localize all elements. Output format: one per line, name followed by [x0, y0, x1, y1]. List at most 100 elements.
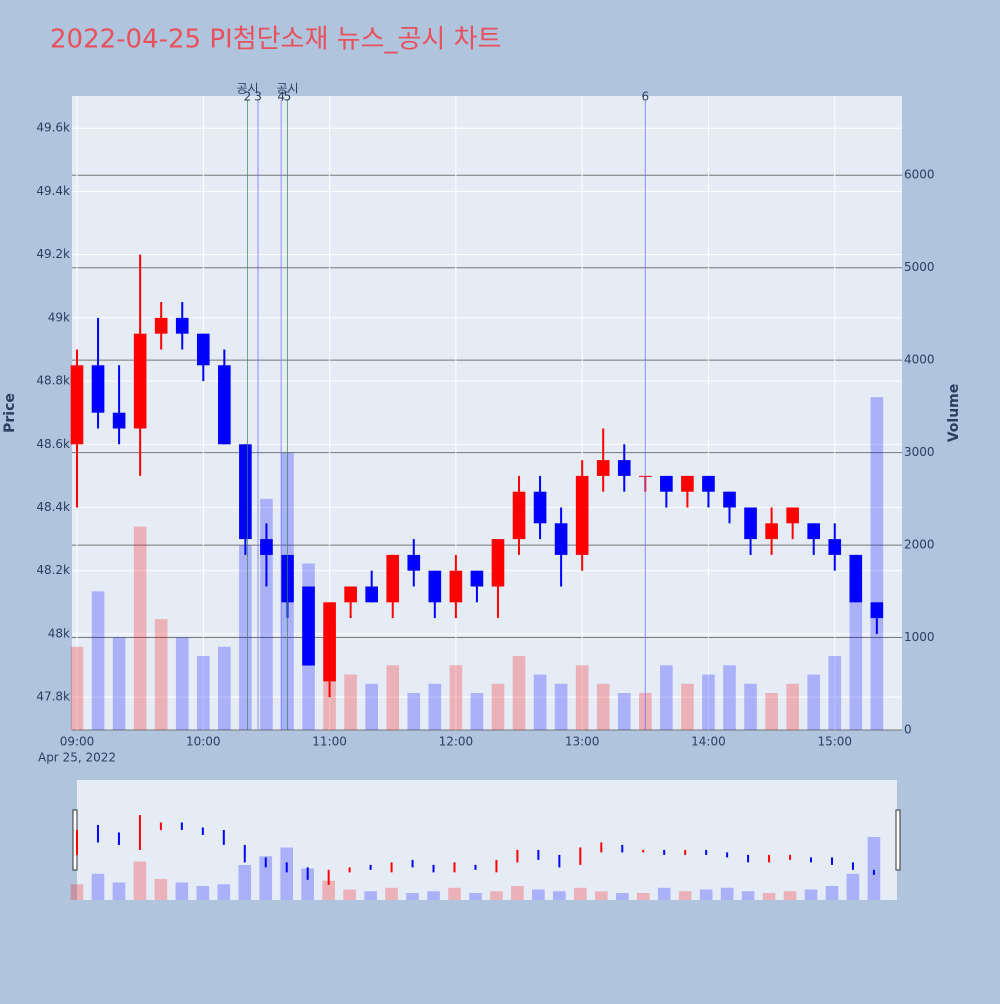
volume-bar [428, 683, 442, 730]
slider-volume-bar [175, 882, 189, 900]
volume-bar [218, 646, 231, 730]
slider-volume-bar [427, 891, 440, 900]
candle-body [428, 570, 442, 603]
y2-tick-label: 0 [904, 723, 912, 737]
volume-bar [660, 665, 673, 730]
candle-body [154, 317, 168, 334]
volume-bar [681, 683, 694, 730]
y-tick-label: 48.4k [36, 500, 70, 514]
y-axis-title: Price [2, 393, 18, 433]
candle-body [533, 491, 547, 524]
slider-volume-bar [217, 884, 231, 900]
slider-volume-bar [804, 889, 818, 900]
candle-body [870, 602, 884, 619]
volume-bar [196, 656, 210, 730]
slider-volume-bar [678, 891, 692, 900]
y-tick-label: 49k [48, 310, 70, 324]
slider-volume-bar [594, 891, 608, 900]
candle-body [91, 365, 105, 413]
slider-volume-bar [574, 887, 587, 900]
slider-volume-bar [364, 891, 377, 900]
x-tick-label: 09:00 [60, 735, 95, 749]
slider-volume-bar [469, 892, 482, 900]
slider-handle[interactable] [895, 809, 901, 871]
volume-bar [112, 637, 126, 730]
volume-bar [512, 656, 526, 730]
slider-volume-bar [699, 889, 713, 900]
volume-bar [702, 674, 715, 730]
y2-tick-label: 2000 [904, 538, 935, 552]
slider-volume-bar [511, 885, 524, 900]
x-tick-label: 15:00 [817, 735, 852, 749]
chart-title: 2022-04-25 PI첨단소재 뉴스_공시 차트 [50, 25, 501, 55]
candle-body [786, 507, 799, 524]
candle-body [765, 523, 778, 540]
event-number: 6 [641, 90, 649, 104]
y-tick-label: 48.6k [36, 437, 70, 451]
y-tick-label: 48.8k [36, 374, 70, 388]
x-tick-label: 10:00 [186, 735, 221, 749]
y-tick-label: 49.6k [36, 121, 70, 135]
range-slider[interactable] [77, 780, 897, 900]
candle-body [575, 475, 589, 555]
event-number: 5 [284, 90, 292, 104]
volume-bar [744, 683, 757, 730]
x-date-label: Apr 25, 2022 [38, 751, 116, 765]
volume-bar [365, 683, 378, 730]
candle-body [660, 475, 673, 492]
slider-volume-bar [406, 892, 419, 900]
candle-body [449, 570, 463, 603]
slider-volume-bar [280, 847, 294, 900]
volume-bar [449, 665, 463, 730]
volume-bar [575, 665, 589, 730]
volume-bar [723, 665, 736, 730]
slider-volume-bar [553, 891, 566, 900]
candle-body [112, 412, 126, 429]
candle-body [133, 333, 147, 429]
slider-volume-bar [91, 873, 105, 900]
candle-body [702, 475, 715, 492]
slider-volume-bar [762, 892, 776, 900]
slider-volume-bar [867, 836, 881, 900]
candle-body [744, 507, 757, 540]
candle-body [807, 523, 821, 540]
y2-tick-label: 3000 [904, 445, 935, 459]
candle-body [828, 539, 842, 555]
event-number: 3 [254, 90, 262, 104]
slider-volume-bar [846, 873, 860, 900]
slider-volume-bar [154, 878, 168, 900]
volume-bar [260, 498, 273, 730]
candle-body [596, 460, 610, 476]
volume-bar [828, 656, 842, 730]
x-tick-label: 14:00 [691, 735, 726, 749]
slider-volume-bar [448, 887, 461, 900]
candle-body [175, 317, 189, 334]
volume-bar [870, 397, 884, 730]
candle-body [196, 333, 210, 366]
event-tag: 공시 [276, 82, 298, 96]
slider-volume-bar [343, 889, 356, 900]
volume-bar [154, 619, 168, 730]
slider-volume-bar [238, 864, 252, 900]
y2-tick-label: 5000 [904, 260, 935, 274]
candle-body [260, 539, 273, 555]
slider-volume-bar [532, 889, 545, 900]
volume-bar [491, 683, 505, 730]
candle-body [470, 570, 484, 587]
candle-body [617, 460, 631, 476]
candle-body [70, 365, 84, 445]
slider-volume-bar [322, 880, 335, 900]
candle-body [323, 602, 336, 682]
event-number: 2 [244, 90, 252, 104]
volume-bar [786, 683, 799, 730]
slider-volume-bar [490, 891, 503, 900]
candle-body [239, 444, 252, 540]
y-tick-label: 49.4k [36, 184, 70, 198]
volume-bar [765, 693, 778, 730]
volume-bar [470, 693, 484, 730]
x-tick-label: 12:00 [439, 735, 474, 749]
volume-bar [617, 693, 631, 730]
slider-volume-bar [636, 892, 650, 900]
event-tag: 공시 [236, 82, 258, 96]
